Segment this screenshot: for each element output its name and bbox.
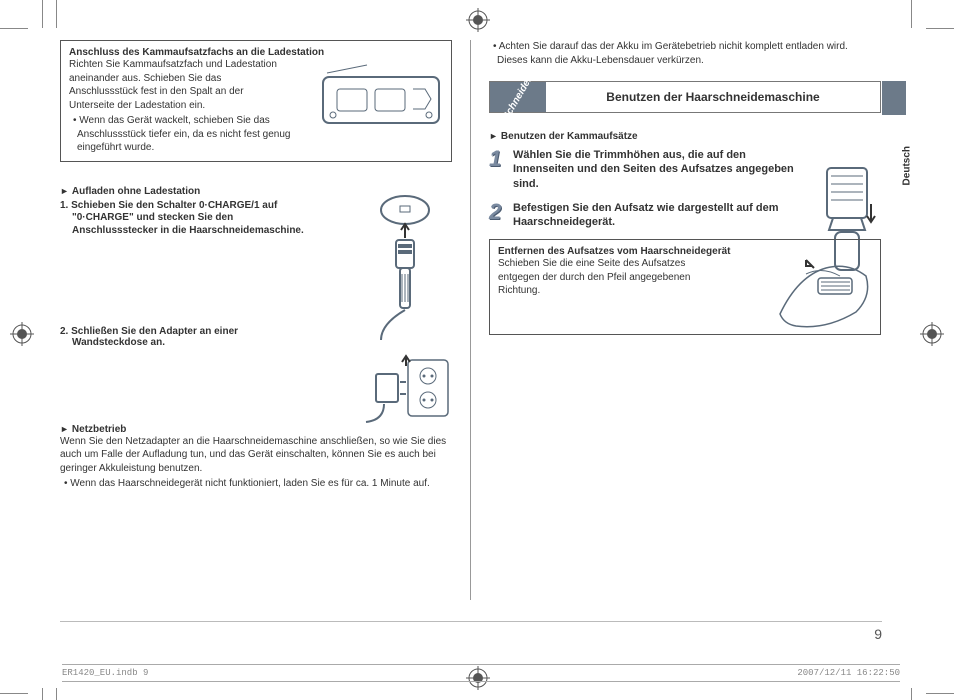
box1-b1: • Wenn das Gerät wackelt, schieben Sie d… bbox=[69, 114, 299, 155]
step2-num: 2 bbox=[489, 201, 513, 230]
illus-entfernen bbox=[766, 254, 876, 330]
left-column: Anschluss des Kammaufsatzfachs an die La… bbox=[60, 40, 464, 600]
registration-mark-top bbox=[466, 8, 490, 32]
box-anschluss: Anschluss des Kammaufsatzfachs an die La… bbox=[60, 40, 452, 162]
p-netz: Wenn Sie den Netzadapter an die Haarschn… bbox=[60, 435, 452, 476]
illus-ladestation bbox=[317, 59, 447, 139]
box2-p: Schieben Sie die eine Seite des Aufsatze… bbox=[498, 257, 718, 298]
b-netz: • Wenn das Haarschneidegerät nicht funkt… bbox=[60, 477, 452, 491]
right-column: • Achten Sie darauf das der Akku im Gerä… bbox=[477, 40, 881, 600]
registration-mark-right bbox=[920, 322, 944, 346]
section-title: Benutzen der Haarschneidemaschine bbox=[546, 82, 880, 112]
h-kammaufsaetze: Benutzen der Kammaufsätze bbox=[489, 131, 881, 142]
print-footer: ER1420_EU.indb 9 2007/12/11 16:22:50 bbox=[62, 664, 900, 682]
page-footer-line bbox=[60, 621, 882, 622]
language-tab: Deutsch bbox=[901, 146, 912, 185]
column-divider bbox=[470, 40, 471, 600]
ol2: 2. Schließen Sie den Adapter an einer Wa… bbox=[60, 326, 310, 348]
registration-mark-left bbox=[10, 322, 34, 346]
section-tab-label: Schneiden bbox=[501, 72, 536, 121]
box1-title: Anschluss des Kammaufsatzfachs an die La… bbox=[69, 47, 443, 58]
footer-file: ER1420_EU.indb 9 bbox=[62, 668, 148, 678]
section-tab: Schneiden bbox=[490, 82, 546, 112]
step1-num: 1 bbox=[489, 148, 513, 191]
ol1b: "0·CHARGE" und stecken Sie den Anschluss… bbox=[60, 211, 310, 238]
illus-stecker bbox=[356, 194, 454, 344]
footer-stamp: 2007/12/11 16:22:50 bbox=[797, 668, 900, 678]
page-number: 9 bbox=[874, 626, 882, 642]
top-bullet: • Achten Sie darauf das der Akku im Gerä… bbox=[489, 40, 881, 67]
section-bar: Schneiden Benutzen der Haarschneidemasch… bbox=[489, 81, 881, 113]
box1-p1: Richten Sie Kammaufsatzfach und Ladestat… bbox=[69, 58, 289, 112]
box-entfernen: Entfernen des Aufsatzes vom Haarschneide… bbox=[489, 239, 881, 335]
illus-steckdose bbox=[356, 352, 454, 428]
